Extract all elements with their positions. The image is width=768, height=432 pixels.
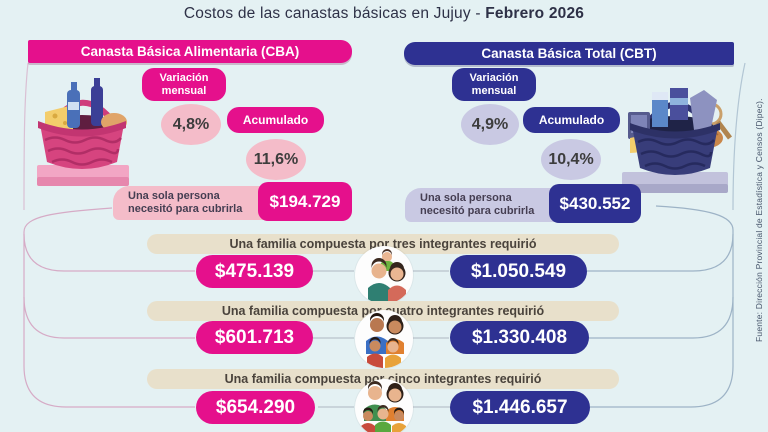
- family-of-three-icon: [355, 246, 413, 304]
- family-five-cba-price: $654.290: [196, 391, 315, 424]
- cba-accumulated-label-text: Acumulado: [242, 113, 309, 127]
- cba-monthly-value: 4,8%: [161, 104, 221, 145]
- cba-monthly-label: Variación mensual: [142, 68, 226, 101]
- family-four-cba-price: $601.713: [196, 321, 313, 354]
- family-five-cba-price-text: $654.290: [215, 396, 296, 418]
- cbt-single-person-value: $430.552: [549, 184, 641, 223]
- family-three-cba-price-text: $475.139: [214, 260, 295, 282]
- family-three-caption: Una familia compuesta por tres integrant…: [147, 234, 619, 254]
- cba-monthly-label-text: Variación mensual: [159, 71, 209, 97]
- family-of-four-icon: [355, 310, 413, 368]
- page-title: Costos de las canastas básicas en Jujuy …: [0, 5, 768, 23]
- source-credit-text: Fuente: Dirección Provincial de Estadíst…: [754, 98, 764, 342]
- cba-header-label: Canasta Básica Alimentaria (CBA): [80, 44, 300, 59]
- family-three-cbt-price: $1.050.549: [450, 255, 587, 288]
- cbt-header-label: Canasta Básica Total (CBT): [481, 46, 657, 61]
- cbt-monthly-label-text: Variación mensual: [469, 71, 519, 97]
- cbt-single-person-bar: Una sola persona necesitó para cubrirla: [405, 188, 555, 222]
- cba-accumulated-value-text: 11,6%: [253, 150, 299, 168]
- family-five-cbt-price: $1.446.657: [450, 391, 590, 424]
- page-title-text: Costos de las canastas básicas en Jujuy …: [183, 5, 486, 22]
- family-four-cbt-price-text: $1.330.408: [471, 326, 568, 348]
- cba-basket-icon: [37, 78, 129, 186]
- source-credit: Fuente: Dirección Provincial de Estadíst…: [754, 66, 764, 342]
- cba-accumulated-label: Acumulado: [227, 107, 324, 133]
- cbt-single-person-label: Una sola persona necesitó para cubrirla: [420, 191, 535, 217]
- family-three-cbt-price-text: $1.050.549: [470, 260, 567, 282]
- cbt-accumulated-label-text: Acumulado: [538, 113, 605, 127]
- family-of-five-icon: [355, 379, 413, 432]
- cba-accumulated-value: 11,6%: [246, 139, 306, 180]
- family-five-cbt-price-text: $1.446.657: [472, 396, 568, 418]
- cbt-accumulated-value-text: 10,4%: [548, 150, 594, 168]
- cba-monthly-value-text: 4,8%: [172, 115, 210, 133]
- cbt-monthly-value-text: 4,9%: [471, 115, 509, 133]
- cbt-monthly-value: 4,9%: [461, 104, 519, 145]
- family-four-cba-price-text: $601.713: [214, 326, 295, 348]
- cbt-header: Canasta Básica Total (CBT): [404, 42, 734, 65]
- cba-single-person-label: Una sola persona necesitó para cubrirla: [128, 189, 243, 215]
- cba-single-person-value-text: $194.729: [269, 191, 341, 211]
- cbt-accumulated-value: 10,4%: [541, 139, 601, 180]
- cbt-accumulated-label: Acumulado: [523, 107, 620, 133]
- cba-header: Canasta Básica Alimentaria (CBA): [28, 40, 352, 63]
- page-title-period: Febrero 2026: [485, 5, 585, 22]
- cbt-monthly-label: Variación mensual: [452, 68, 536, 101]
- cba-single-person-bar: Una sola persona necesitó para cubrirla: [113, 186, 265, 220]
- cbt-basket-icon: [622, 88, 732, 193]
- family-three-caption-text: Una familia compuesta por tres integrant…: [229, 237, 537, 251]
- family-four-cbt-price: $1.330.408: [450, 321, 589, 354]
- cbt-single-person-value-text: $430.552: [559, 193, 631, 213]
- cba-single-person-value: $194.729: [258, 182, 352, 221]
- family-three-cba-price: $475.139: [196, 255, 313, 288]
